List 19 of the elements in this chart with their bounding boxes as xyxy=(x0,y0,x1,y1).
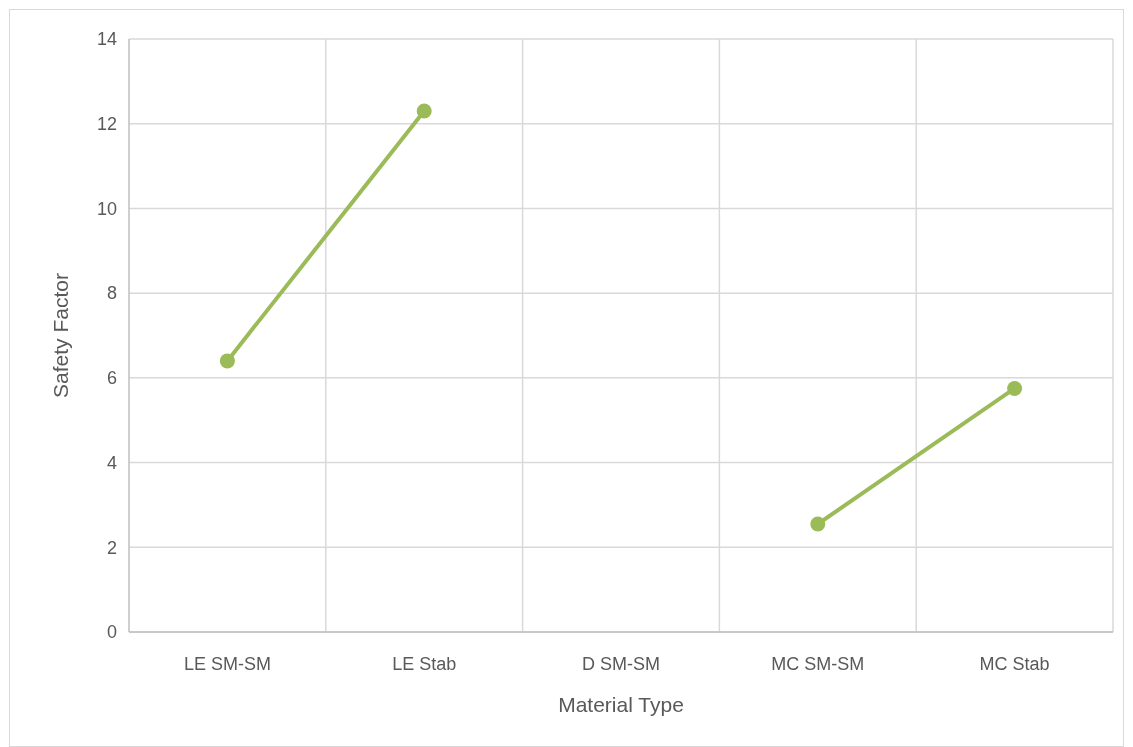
y-tick-label: 8 xyxy=(106,283,117,304)
x-tick-label: D SM-SM xyxy=(582,654,660,674)
x-axis-title: Material Type xyxy=(558,693,684,716)
y-tick-label: 10 xyxy=(96,198,117,219)
y-tick-label: 6 xyxy=(106,368,117,389)
point xyxy=(219,353,235,369)
y-tick-label: 14 xyxy=(96,29,117,50)
point xyxy=(810,516,826,532)
y-tick-label: 0 xyxy=(106,622,117,643)
y-tick-label: 12 xyxy=(96,114,117,135)
y-tick-label: 2 xyxy=(106,537,117,558)
x-tick-label: LE SM-SM xyxy=(183,654,271,674)
y-axis-title: Safety Factor xyxy=(49,273,72,398)
point xyxy=(1007,380,1023,396)
point xyxy=(416,103,432,119)
y-tick-label: 4 xyxy=(106,452,117,473)
x-tick-label: MC Stab xyxy=(979,654,1050,674)
x-tick-label: LE Stab xyxy=(392,654,457,674)
x-tick-label: MC SM-SM xyxy=(771,654,865,674)
